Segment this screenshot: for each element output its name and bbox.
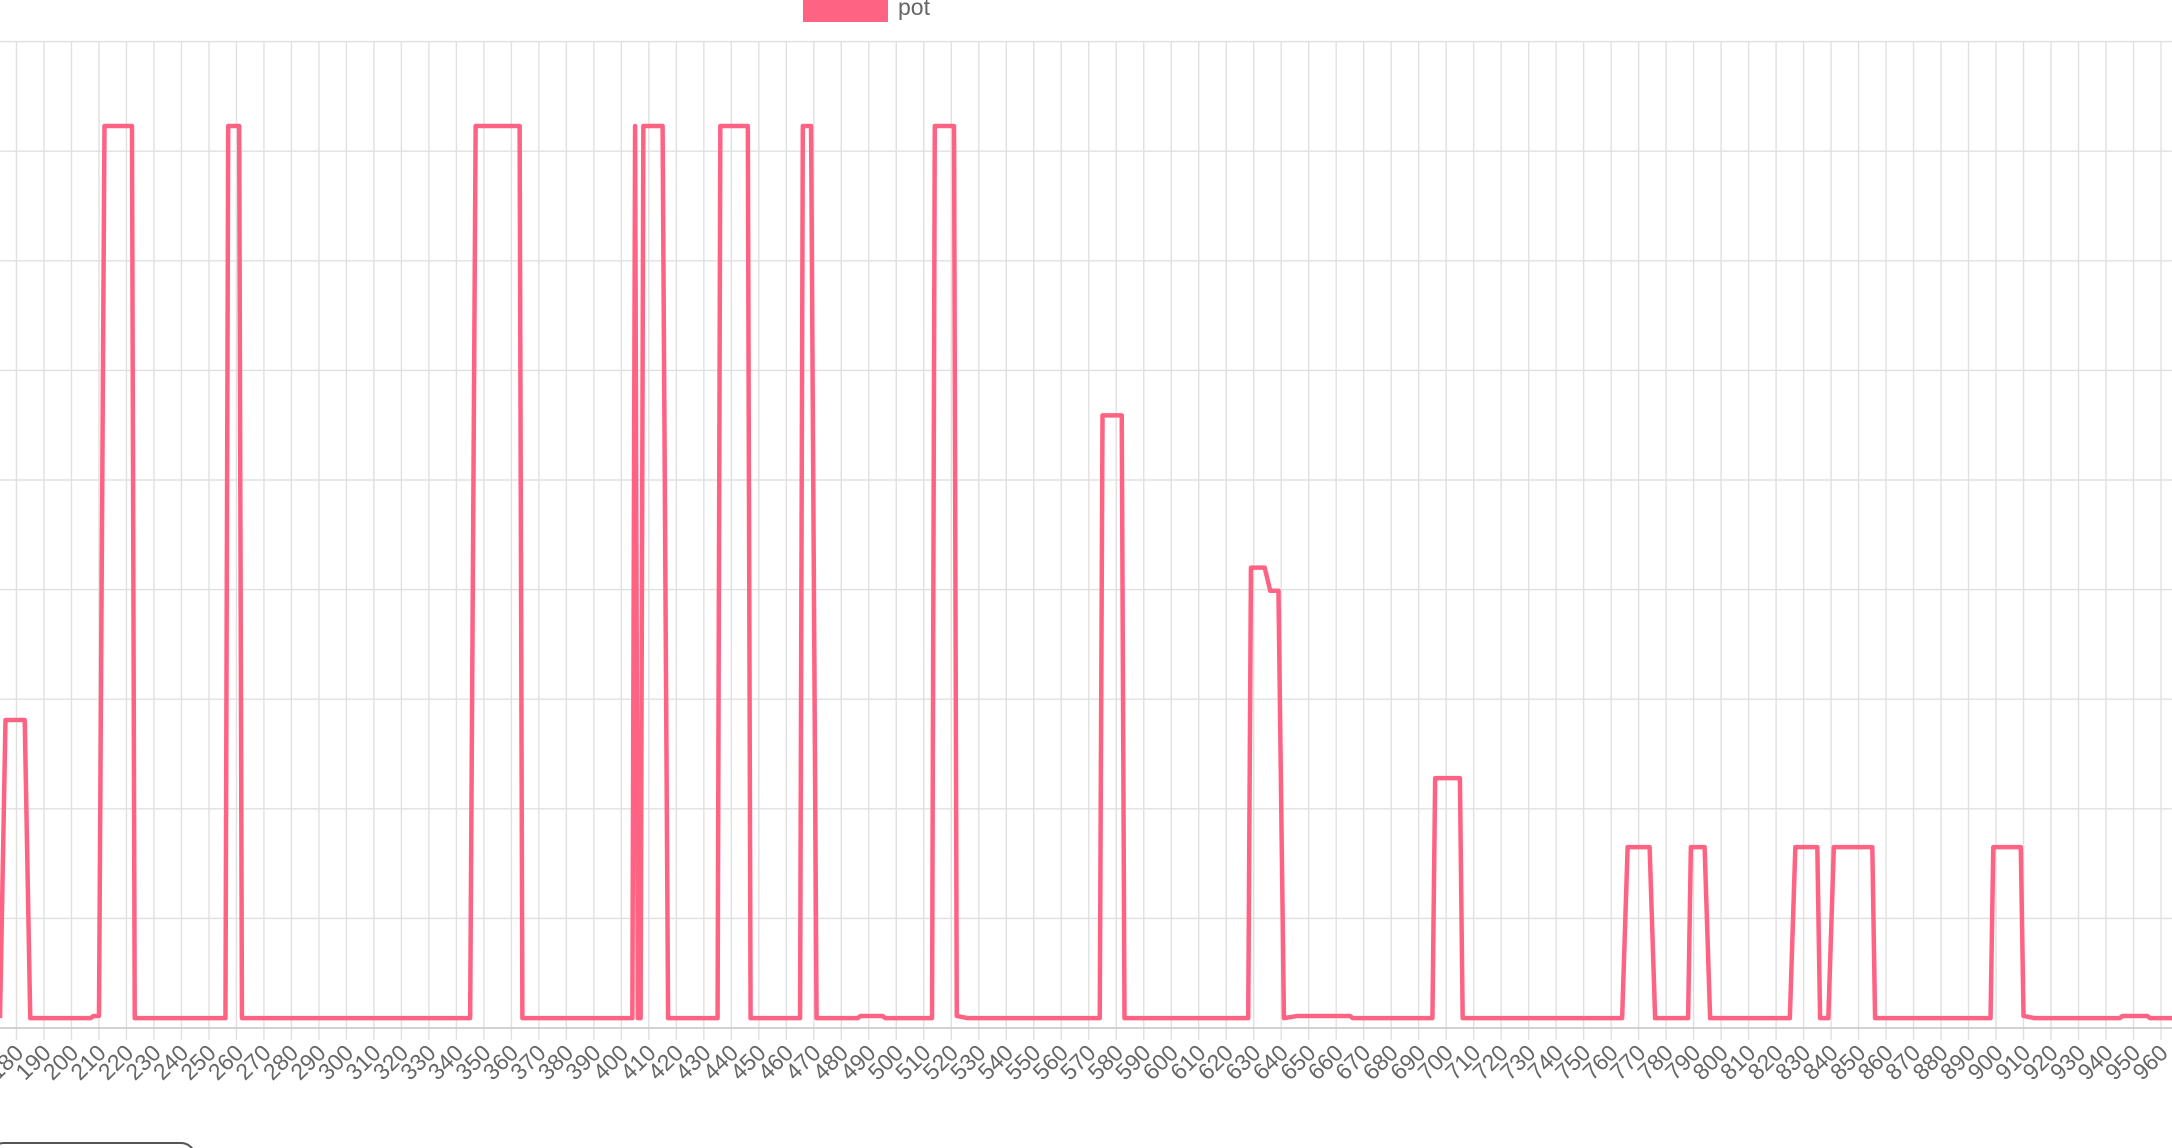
x-tick-label: 960 [2127, 1039, 2172, 1085]
data-line [0, 123, 2172, 1021]
legend-swatch [803, 0, 888, 22]
legend-label: pot [898, 0, 931, 20]
scroll-handle [0, 1142, 193, 1148]
